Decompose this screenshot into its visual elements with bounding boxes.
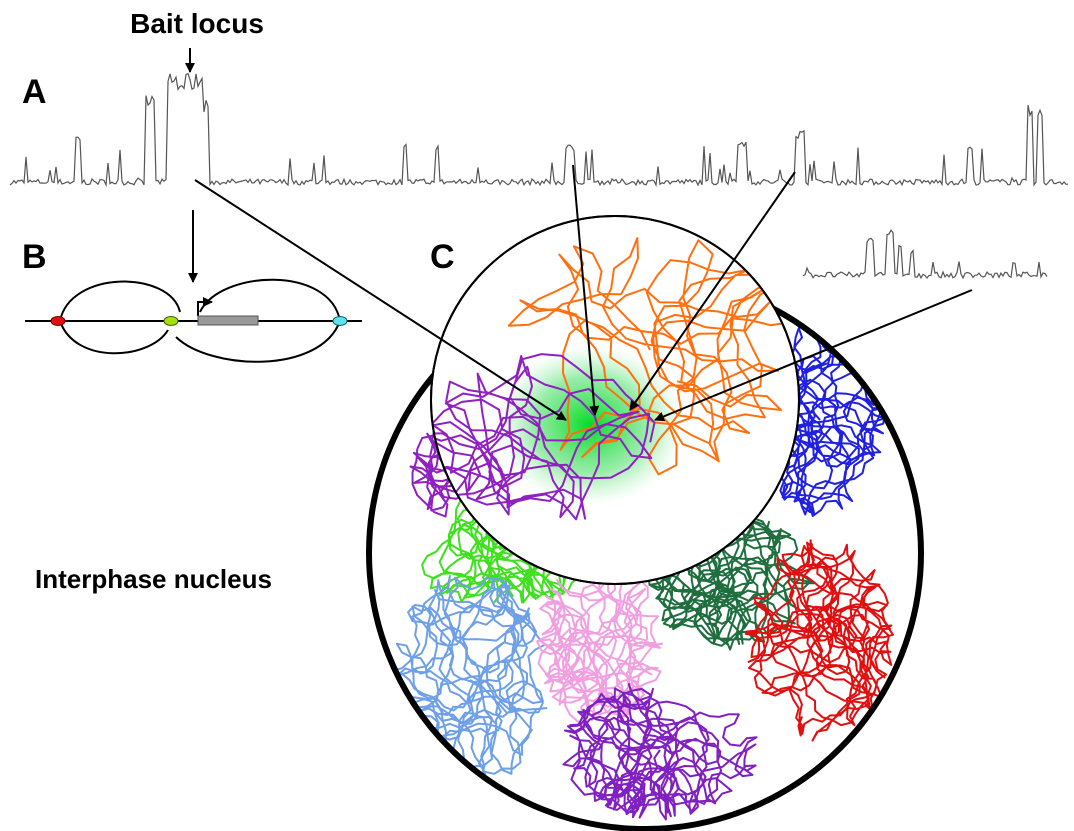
chromosome-territory bbox=[563, 684, 756, 820]
chromosome-territory bbox=[392, 576, 546, 787]
figure: Bait locus A B C Interphase nucleus bbox=[0, 0, 1074, 831]
nucleus-label: Interphase nucleus bbox=[35, 564, 272, 594]
signal-trace bbox=[803, 230, 1047, 278]
nucleus bbox=[369, 216, 921, 829]
panel-a-label: A bbox=[22, 73, 47, 111]
loop-diagram bbox=[25, 210, 362, 362]
bait-locus-label: Bait locus bbox=[130, 8, 264, 39]
panel-b-label: B bbox=[22, 238, 47, 276]
signal-trace bbox=[10, 74, 1068, 185]
panel-c-label: C bbox=[430, 238, 455, 276]
